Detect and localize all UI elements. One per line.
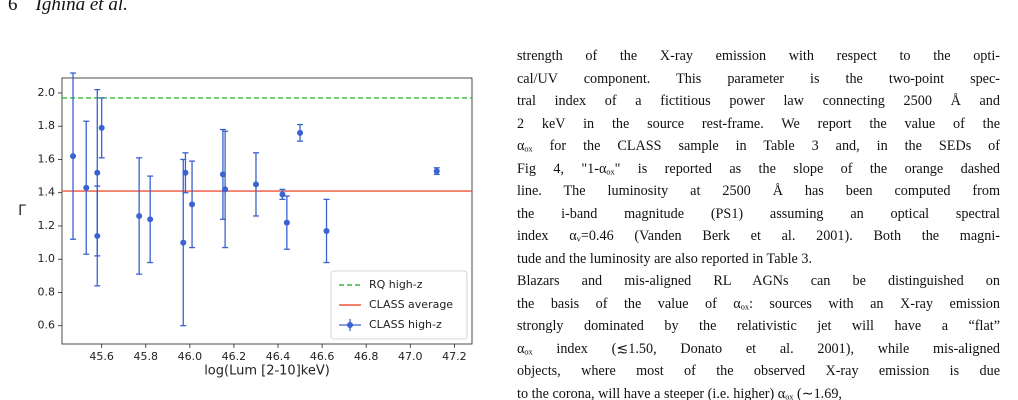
y-tick-label: 1.6 xyxy=(38,152,56,165)
marker xyxy=(83,184,90,191)
data-point xyxy=(189,160,196,249)
text-line: αₒₓ for the CLASS sample in Table 3 and,… xyxy=(517,138,1000,154)
y-tick-label: 1.0 xyxy=(38,252,56,265)
data-point xyxy=(323,198,330,264)
marker xyxy=(189,201,196,208)
marker xyxy=(283,219,290,226)
x-tick-label: 45.8 xyxy=(134,350,159,363)
plot-frame xyxy=(61,77,473,345)
x-tick-label: 45.6 xyxy=(89,350,114,363)
data-point xyxy=(94,185,101,287)
y-tick-label: 0.8 xyxy=(38,285,56,298)
x-tick-label: 46.8 xyxy=(354,350,379,363)
x-tick-label: 46.0 xyxy=(178,350,203,363)
marker xyxy=(219,171,226,178)
chart: 45.6 45.8 46.0 46.2 46.4 46.6 46.8 47.0 47.2 0.6 0… xyxy=(18,72,473,379)
text-line: αₒₓ index (≲1.50, Donato et al. 2001), w… xyxy=(517,340,1000,357)
text-line: tude and the luminosity are also reporte… xyxy=(517,250,813,267)
data-point xyxy=(136,157,143,275)
marker xyxy=(297,129,304,136)
data-point xyxy=(433,167,440,176)
text-line: line. The luminosity at 2500 Å has been … xyxy=(517,183,1000,199)
running-header: 6 Ighina et al. xyxy=(8,0,128,16)
legend-swatch xyxy=(347,322,353,328)
marker xyxy=(180,239,187,246)
marker xyxy=(222,186,229,193)
x-tick-label: 47.0 xyxy=(398,350,423,363)
legend: RQ high-z CLASS average CLASS high-z xyxy=(330,270,468,340)
marker xyxy=(94,232,101,239)
text-column: strength of the X-ray emission with resp… xyxy=(517,45,1000,400)
authors: Ighina et al. xyxy=(35,0,128,15)
text-line: tral index of a fictitious power law con… xyxy=(517,93,1000,109)
marker xyxy=(323,227,330,234)
legend-label: CLASS high-z xyxy=(369,318,442,331)
text-line: objects, where most of the observed X-ra… xyxy=(517,363,1000,379)
marker xyxy=(70,153,77,160)
data-point xyxy=(180,158,187,327)
y-axis-label: Γ xyxy=(18,203,26,219)
data-point xyxy=(182,152,189,194)
text-line: Blazars and mis-aligned RL AGNs can be d… xyxy=(517,273,1000,289)
legend-label: CLASS average xyxy=(369,298,453,311)
text-line: the basis of the value of αₒₓ: sources w… xyxy=(517,295,1000,312)
data-point xyxy=(98,97,105,159)
y-tick-label: 2.0 xyxy=(38,86,56,99)
text-line: cal/UV component. This parameter is the … xyxy=(517,70,1000,87)
legend-label: RQ high-z xyxy=(369,278,423,291)
marker xyxy=(252,181,259,188)
y-tick-label: 1.4 xyxy=(38,186,56,199)
marker xyxy=(433,168,440,175)
marker xyxy=(136,212,143,219)
page-number: 6 xyxy=(8,0,18,15)
marker xyxy=(182,169,189,176)
legend-box xyxy=(330,270,468,340)
data-point xyxy=(252,152,259,217)
data-point xyxy=(83,120,90,255)
y-tick-label: 1.2 xyxy=(38,219,56,232)
data-point xyxy=(283,195,290,250)
text-line: strength of the X-ray emission with resp… xyxy=(517,48,1000,64)
x-tick-label: 46.2 xyxy=(222,350,247,363)
marker xyxy=(94,169,101,176)
text-line: the i-band magnitude (PS1) assuming an o… xyxy=(517,205,1000,222)
text-line: strongly dominated by the relativistic j… xyxy=(517,318,1000,334)
x-tick-label: 46.4 xyxy=(266,350,291,363)
y-tick-label: 1.8 xyxy=(38,119,56,132)
data-point xyxy=(147,175,154,264)
marker xyxy=(147,216,154,223)
x-tick-label: 46.6 xyxy=(310,350,335,363)
y-tick-label: 0.6 xyxy=(38,319,56,332)
x-tick-label: 47.2 xyxy=(442,350,467,363)
data-point xyxy=(297,123,304,142)
text-line: 2 keV in the source rest-frame. We repor… xyxy=(517,115,1000,132)
text-line: Fig 4, "1-αₒₓ" is reported as the slope … xyxy=(517,160,1000,177)
data-point xyxy=(222,130,229,249)
text-line: index αᵥ=0.46 (Vanden Berk et al. 2001).… xyxy=(517,228,1000,244)
x-axis-label: log(Lum [2-10]keV) xyxy=(204,364,330,379)
data-point xyxy=(70,72,77,240)
marker xyxy=(98,124,105,131)
text-line: to the corona, will have a steeper (i.e.… xyxy=(517,385,842,400)
